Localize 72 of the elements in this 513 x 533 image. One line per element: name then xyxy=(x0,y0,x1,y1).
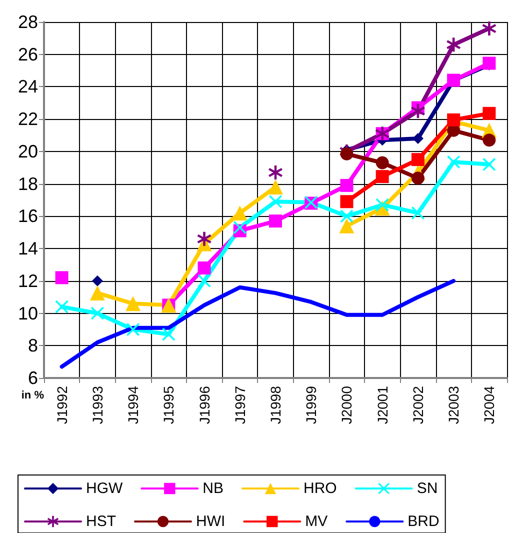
y-tick-label: 20 xyxy=(18,141,38,162)
y-tick-label: 10 xyxy=(18,303,38,324)
point xyxy=(55,271,68,284)
point xyxy=(269,195,282,208)
x-tick-label: J2003 xyxy=(446,386,462,424)
legend-label: MV xyxy=(305,513,328,530)
point xyxy=(411,172,424,185)
point xyxy=(233,221,246,234)
y-tick-label: 12 xyxy=(18,270,38,291)
point xyxy=(482,56,496,70)
y-tick-label: 26 xyxy=(18,44,38,64)
y-tick-label: 22 xyxy=(18,109,38,130)
y-tick-label: 18 xyxy=(18,174,38,194)
x-tick-label: J1999 xyxy=(303,386,320,424)
point xyxy=(376,156,389,170)
y-tick-label: 8 xyxy=(28,336,38,356)
point xyxy=(447,113,460,126)
point xyxy=(162,328,176,341)
point xyxy=(340,147,354,160)
point xyxy=(482,21,496,36)
y-tick-label: 6 xyxy=(28,368,38,388)
y-tick-label: 28 xyxy=(18,12,38,32)
legend-label: NB xyxy=(202,480,224,497)
x-tick-label: J1997 xyxy=(232,386,248,424)
point xyxy=(376,170,389,184)
y-tick-label: 16 xyxy=(18,206,38,226)
legend-label: SN xyxy=(416,480,438,497)
point xyxy=(92,275,103,286)
point xyxy=(482,106,496,120)
x-tick-label: J1995 xyxy=(160,386,177,424)
x-tick-label: J2004 xyxy=(481,386,498,424)
point xyxy=(411,153,424,166)
legend-label: HRO xyxy=(303,480,337,497)
point xyxy=(90,306,104,320)
point xyxy=(268,165,282,180)
x-tick-label: J1998 xyxy=(268,386,284,424)
x-tick-label: J2000 xyxy=(338,386,355,424)
y-tick-label: 14 xyxy=(18,238,38,259)
point xyxy=(340,210,354,223)
point xyxy=(482,158,496,171)
point xyxy=(232,205,248,220)
point xyxy=(126,322,140,336)
point xyxy=(90,286,105,301)
x-tick-label: J2002 xyxy=(410,386,426,424)
point xyxy=(482,134,496,147)
point xyxy=(198,261,211,274)
point xyxy=(197,232,212,246)
point xyxy=(268,180,283,195)
point xyxy=(339,218,354,234)
point xyxy=(340,178,354,192)
y-tick-label: 24 xyxy=(18,76,38,97)
legend-label: HST xyxy=(86,513,116,530)
x-tick-label: J1994 xyxy=(125,386,142,424)
point xyxy=(447,155,460,168)
point xyxy=(376,198,389,212)
point xyxy=(340,195,354,208)
x-tick-label: J1992 xyxy=(54,386,70,424)
point xyxy=(269,214,282,228)
legend-label: HWI xyxy=(196,513,226,530)
point xyxy=(446,38,461,52)
line-series xyxy=(60,278,456,369)
legend-label: BRD xyxy=(408,513,440,530)
point xyxy=(55,300,68,314)
legend-label: HGW xyxy=(86,480,124,497)
point xyxy=(410,104,425,118)
point xyxy=(126,296,141,312)
point xyxy=(411,206,424,220)
x-tick-label: J1996 xyxy=(196,386,212,424)
point xyxy=(198,274,211,288)
y-axis-title: in % xyxy=(21,390,44,402)
x-tick-label: J1993 xyxy=(89,386,106,424)
x-tick-label: J2001 xyxy=(374,386,390,424)
